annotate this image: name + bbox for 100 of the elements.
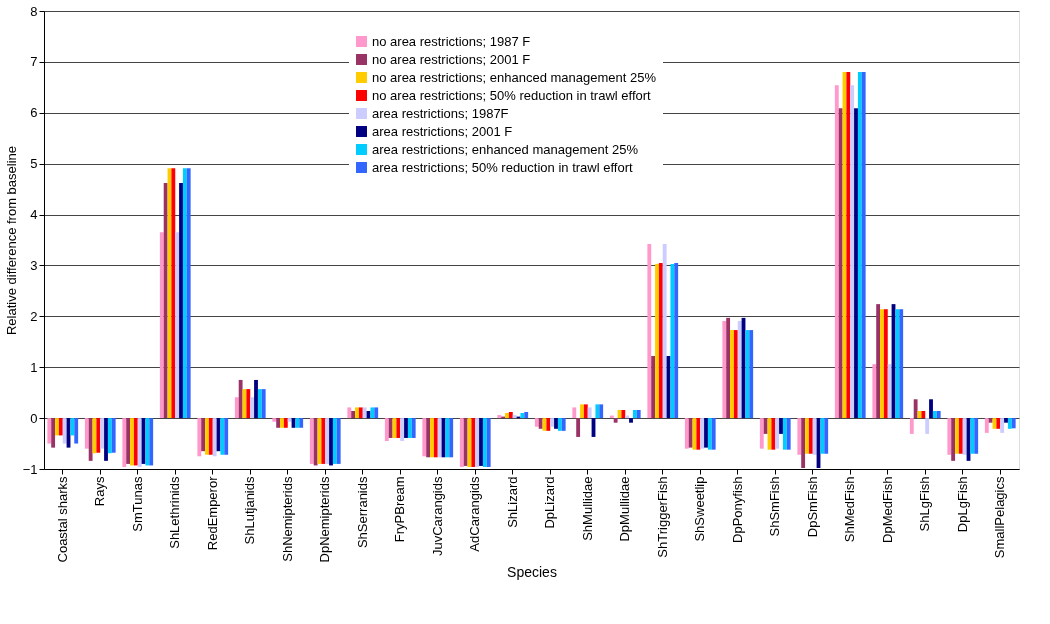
bar — [374, 407, 379, 419]
bar — [534, 418, 539, 427]
bar — [396, 418, 401, 438]
bar — [329, 418, 333, 466]
bar — [505, 413, 509, 419]
bar — [445, 418, 450, 458]
bar — [996, 418, 1001, 429]
bar — [137, 418, 142, 467]
bar — [846, 72, 851, 419]
bar — [538, 418, 543, 429]
legend-label: no area restrictions; enhanced management 25% — [372, 69, 657, 85]
bar — [100, 418, 105, 449]
bar — [1011, 418, 1016, 429]
bar — [595, 404, 600, 419]
bar — [250, 397, 255, 419]
bar — [970, 418, 975, 454]
bar — [730, 330, 734, 419]
bar — [684, 418, 689, 449]
y-tick-label: 8 — [30, 3, 38, 19]
bar — [880, 309, 884, 419]
bar — [779, 418, 783, 434]
bar — [201, 418, 206, 452]
x-tick-label: ShNemipterids — [279, 476, 295, 562]
bar — [899, 309, 904, 419]
bar — [299, 418, 304, 428]
bar — [524, 412, 529, 419]
bar — [220, 418, 225, 455]
x-tick-label: DpMedFish — [879, 476, 895, 543]
bar — [384, 418, 389, 442]
y-tick-label: 0 — [30, 410, 38, 426]
x-tick-label: Rays — [92, 476, 108, 507]
bar — [655, 263, 659, 419]
bar — [737, 320, 742, 419]
bar — [883, 309, 888, 419]
bar — [257, 389, 262, 419]
bar — [179, 183, 183, 419]
bar — [861, 72, 866, 419]
bar — [674, 262, 679, 419]
bar — [159, 232, 164, 419]
bar — [459, 418, 464, 467]
bar — [876, 304, 881, 419]
x-tick-label: DpLizard — [542, 476, 558, 529]
x-tick-label: ShMedFish — [842, 476, 858, 543]
y-tick-label: −1 — [22, 461, 38, 477]
bar — [932, 410, 937, 419]
bar — [309, 418, 314, 464]
y-tick-label: 6 — [30, 105, 38, 121]
bar — [812, 418, 817, 455]
x-tick-label: DpLgFish — [954, 476, 970, 533]
bar — [400, 418, 405, 442]
bar — [759, 418, 764, 449]
x-tick-label: ShSmFish — [767, 476, 783, 537]
bar — [1000, 418, 1005, 433]
bar — [475, 418, 480, 467]
bar — [479, 418, 483, 466]
bar — [854, 108, 858, 419]
legend-label: area restrictions; 50% reduction in trawl effort — [372, 159, 633, 175]
bar — [550, 418, 555, 427]
bar — [261, 389, 266, 419]
bar — [287, 418, 292, 422]
x-tick-label: RedEmperor — [204, 475, 220, 551]
y-tick-label: 4 — [30, 207, 38, 223]
bar — [984, 418, 989, 433]
bar — [325, 418, 330, 464]
bar — [145, 418, 150, 466]
bar — [647, 244, 652, 419]
bar — [411, 418, 416, 438]
bar — [670, 263, 675, 419]
bar — [872, 364, 877, 419]
bar — [422, 418, 427, 457]
x-tick-label: ShSweetlip — [692, 476, 708, 542]
y-tick-label: 5 — [30, 156, 38, 172]
bar — [763, 418, 768, 434]
bar — [629, 418, 633, 423]
bar — [947, 418, 952, 455]
bar — [771, 418, 776, 450]
bar — [84, 418, 89, 449]
bar — [313, 418, 318, 466]
y-axis-title: Relative difference from baseline — [3, 145, 19, 336]
bar — [433, 418, 438, 458]
bar — [51, 418, 56, 448]
x-tick-label: ShLizard — [504, 476, 520, 528]
bar — [182, 168, 187, 419]
bar — [47, 418, 52, 444]
bar — [362, 407, 367, 419]
bar — [1004, 418, 1008, 423]
x-tick-label: AdCarangids — [467, 476, 483, 552]
bar — [171, 168, 176, 419]
bar — [205, 418, 209, 455]
bar — [801, 418, 806, 468]
x-tick-label: ShSerranids — [354, 476, 370, 549]
bar — [520, 413, 525, 419]
bar — [449, 418, 454, 458]
bar — [358, 407, 363, 419]
bar — [913, 399, 918, 419]
legend-label: no area restrictions; 50% reduction in trawl effort — [372, 87, 652, 103]
bar — [700, 418, 705, 449]
bar — [805, 418, 809, 454]
legend-label: no area restrictions; 2001 F — [372, 51, 531, 67]
bar — [775, 418, 780, 449]
